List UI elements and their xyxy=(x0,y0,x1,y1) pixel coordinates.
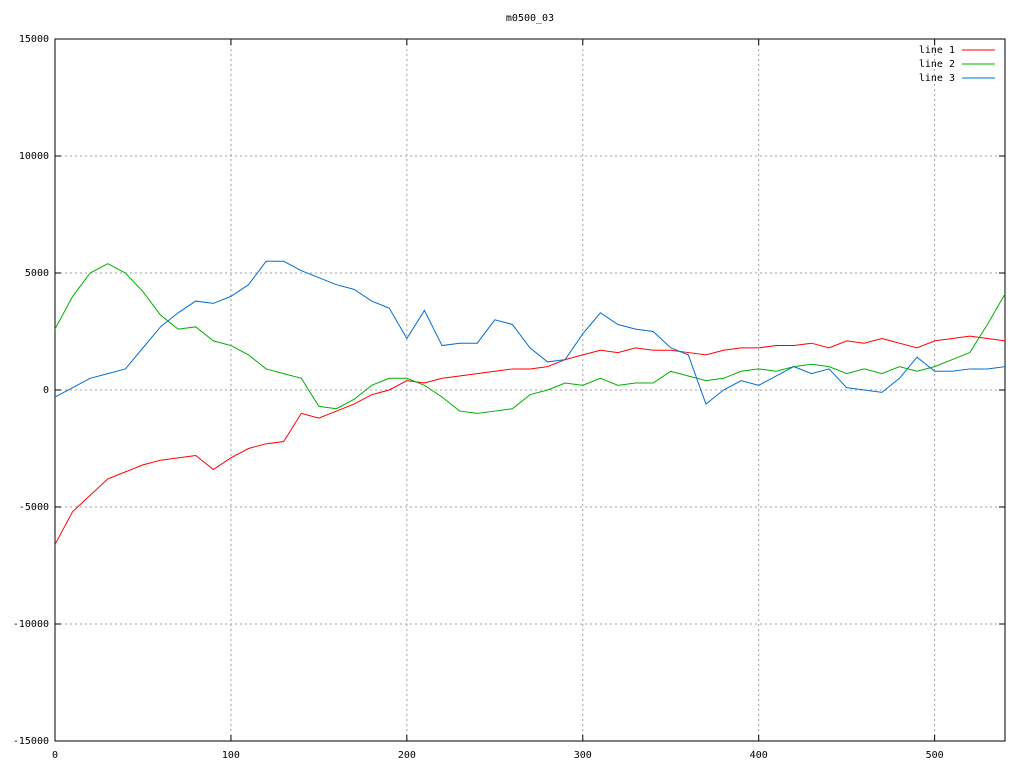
line-series xyxy=(54,260,1006,405)
legend-label: line 2 xyxy=(919,59,955,70)
line-series xyxy=(54,263,1006,414)
x-tick-label: 300 xyxy=(574,750,592,761)
y-tick-label: -15000 xyxy=(13,736,49,747)
line-series xyxy=(54,335,1006,545)
y-tick-label: 15000 xyxy=(19,34,49,45)
chart-title: m0500_03 xyxy=(506,13,554,24)
y-tick-label: -5000 xyxy=(19,502,49,513)
y-tick-label: 0 xyxy=(43,385,49,396)
x-tick-label: 200 xyxy=(398,750,416,761)
x-tick-label: 400 xyxy=(750,750,768,761)
legend-label: line 3 xyxy=(919,73,955,84)
y-tick-label: -10000 xyxy=(13,619,49,630)
y-tick-label: 5000 xyxy=(25,268,49,279)
x-tick-label: 0 xyxy=(52,750,58,761)
x-tick-label: 100 xyxy=(222,750,240,761)
y-tick-label: 10000 xyxy=(19,151,49,162)
x-tick-label: 500 xyxy=(926,750,944,761)
legend-label: line 1 xyxy=(919,45,955,56)
